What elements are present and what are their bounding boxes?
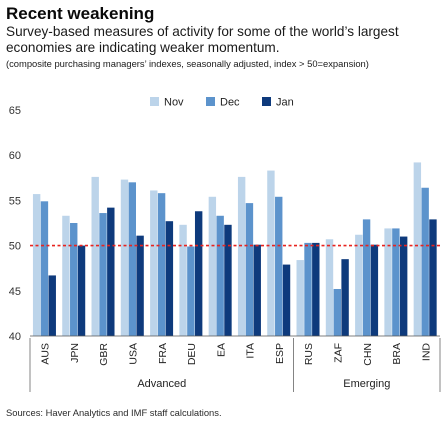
source-note: Sources: Haver Analytics and IMF staff c… [6,407,222,418]
bar-nov-ea [208,196,217,336]
bar-dec-deu [187,246,195,336]
bar-jan-esp [282,264,291,336]
bar-jan-ea [224,224,232,336]
x-tick-label: BRA [391,343,403,365]
bar-dec-rus [304,242,312,336]
bar-nov-usa [120,179,129,336]
bar-dec-aus [40,201,49,336]
bar-dec-zaf [333,288,341,336]
legend-swatch [150,97,159,106]
legend-label: Dec [220,97,240,109]
bar-nov-zaf [325,239,334,336]
chart-title: Recent weakening [6,4,155,23]
x-tick-label: IND [420,343,432,362]
bar-jan-ita [253,244,261,336]
bar-jan-zaf [341,259,349,336]
y-tick-label: 40 [9,331,21,343]
bar-jan-chn [370,244,379,336]
bar-dec-ea [216,215,224,336]
bar-jan-ind [429,219,437,336]
x-tick-label: AUS [40,343,52,365]
x-tick-label: ITA [245,343,257,359]
bar-jan-gbr [107,207,115,336]
bar-jan-jpn [77,245,86,336]
y-tick-label: 65 [9,105,21,117]
x-tick-label: EA [215,343,227,357]
legend: Nov Dec Jan [150,97,294,109]
legend-label: Jan [276,97,294,109]
x-tick-label: RUS [303,343,315,365]
bar-dec-bra [392,228,400,336]
x-tick-label: GBR [98,343,110,366]
bar-jan-usa [136,235,144,336]
bar-jan-aus [48,275,56,336]
chart-note: (composite purchasing managers’ indexes,… [6,58,369,69]
bar-dec-jpn [70,223,78,336]
bar-dec-gbr [99,213,107,336]
legend-label: Nov [164,97,184,109]
x-tick-label: FRA [157,343,169,364]
bar-jan-deu [194,211,203,336]
bars [32,162,437,336]
chart-subtitle: Survey-based measures of activity for so… [6,24,399,55]
x-tick-label: DEU [186,343,198,365]
bar-dec-esp [275,196,283,336]
x-tick-label: ZAF [333,343,345,363]
bar-dec-fra [157,193,166,336]
bar-nov-jpn [62,215,70,336]
x-tick-label: USA [128,343,140,365]
bar-nov-ita [237,176,246,336]
legend-swatch [206,97,215,106]
x-axis: AUS JPN GBR USA FRA DEU EA ITA ESP RUS ZAF CHN BRA IN… [29,335,441,392]
bar-dec-chn [362,219,371,336]
y-tick-label: 55 [9,195,21,207]
bar-nov-gbr [91,176,99,336]
y-axis: 40 45 50 55 60 65 [9,105,21,343]
y-tick-label: 50 [9,241,21,253]
group-label: Advanced [137,378,186,390]
bar-dec-ita [245,203,254,336]
x-tick-label: JPN [69,343,81,363]
bar-jan-rus [312,242,320,336]
bar-nov-chn [355,234,363,336]
bar-nov-deu [179,224,187,336]
bar-nov-aus [32,194,41,336]
y-tick-label: 60 [9,150,21,162]
bar-nov-esp [267,170,275,336]
bar-nov-ind [413,162,422,336]
bar-jan-bra [399,236,408,336]
group-label: Emerging [343,378,390,390]
bar-jan-fra [165,221,174,336]
y-tick-label: 45 [9,286,21,298]
x-tick-label: CHN [362,343,374,366]
bar-nov-fra [150,190,158,336]
bar-dec-usa [128,182,136,336]
legend-swatch [262,97,271,106]
bar-nov-rus [296,260,304,336]
bar-dec-ind [421,187,429,336]
bar-nov-bra [384,228,392,336]
bar-chart: 40 45 50 55 60 65 Nov Dec Jan AUS JPN GBR USA FRA DE… [9,97,441,392]
x-tick-label: ESP [274,343,286,364]
